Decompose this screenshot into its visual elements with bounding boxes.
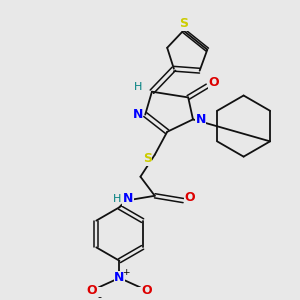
Text: O: O — [142, 284, 152, 297]
Text: O: O — [86, 284, 97, 297]
Text: N: N — [195, 113, 206, 126]
Text: S: S — [179, 17, 188, 30]
Text: H: H — [112, 194, 121, 204]
Text: S: S — [142, 152, 152, 165]
Text: N: N — [114, 272, 124, 284]
Text: +: + — [122, 268, 130, 277]
Text: N: N — [123, 192, 133, 205]
Text: O: O — [209, 76, 219, 88]
Text: -: - — [98, 292, 101, 300]
Text: H: H — [134, 82, 143, 92]
Text: N: N — [132, 108, 143, 121]
Text: O: O — [185, 191, 195, 204]
